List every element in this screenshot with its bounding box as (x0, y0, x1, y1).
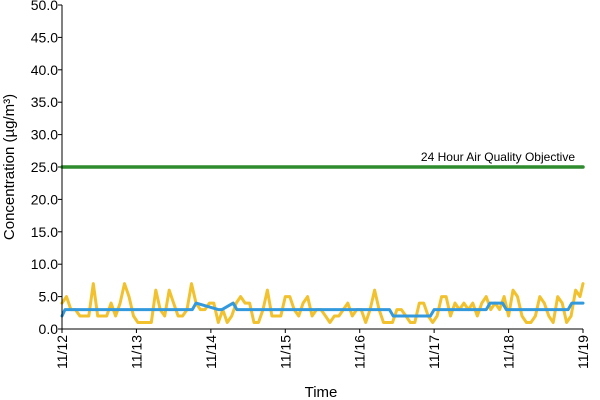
x-axis-title: Time (305, 384, 338, 400)
x-tick-label: 11/17 (426, 335, 442, 369)
y-axis-ticks: 0.0 5.0 10.0 15.0 20.0 25.0 30.0 35.0 40.0 45.0 50… (31, 0, 62, 337)
y-tick-label: 25.0 (31, 159, 58, 175)
y-tick-label: 5.0 (39, 289, 59, 305)
x-tick-label: 11/15 (277, 335, 293, 369)
x-tick-label: 11/18 (501, 335, 517, 369)
y-tick-label: 45.0 (31, 29, 58, 45)
y-tick-label: 15.0 (31, 224, 58, 240)
series-line-1 (60, 282, 585, 324)
y-tick-label: 40.0 (31, 62, 58, 78)
x-tick-label: 11/19 (575, 335, 591, 369)
y-tick-label: 20.0 (31, 191, 58, 207)
annotation-label: 24 Hour Air Quality Objective (421, 150, 575, 164)
x-tick-label: 11/13 (128, 335, 144, 369)
y-tick-label: 30.0 (31, 127, 58, 143)
y-axis-title: Concentration (µg/m³) (1, 94, 18, 240)
x-tick-label: 11/12 (54, 335, 70, 369)
x-axis-ticks: 11/12 11/13 11/14 11/15 11/16 11/17 11/18 11/19 (54, 329, 591, 369)
y-tick-label: 35.0 (31, 94, 58, 110)
y-tick-label: 0.0 (39, 321, 59, 337)
x-tick-label: 11/14 (203, 335, 219, 369)
series-line-2 (60, 301, 585, 318)
series-layer (60, 165, 585, 324)
x-tick-label: 11/16 (352, 335, 368, 369)
y-tick-label: 50.0 (31, 0, 58, 13)
y-tick-label: 10.0 (31, 256, 58, 272)
